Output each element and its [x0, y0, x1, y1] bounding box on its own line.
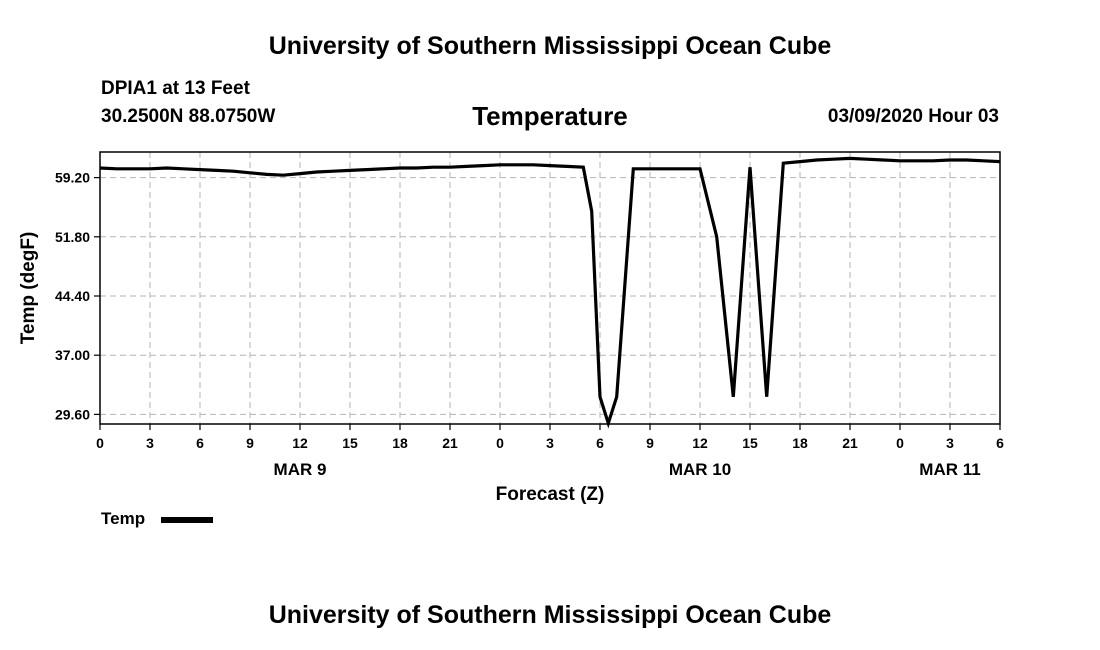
y-tick-label: 29.60: [55, 406, 90, 422]
x-date-label: MAR 9: [274, 460, 327, 479]
header-title-bottom: University of Southern Mississippi Ocean…: [268, 601, 832, 629]
x-axis-ticks: 0 3 6 9 12 15 18 21 0 3 6 9 12 15 18 21 0 3 6: [96, 424, 1004, 451]
x-tick-label: 15: [342, 435, 358, 451]
x-tick-label: 3: [146, 435, 154, 451]
x-tick-label: 6: [596, 435, 604, 451]
legend-label: Temp: [101, 509, 146, 528]
y-tick-label: 59.20: [55, 170, 90, 186]
y-tick-label: 44.40: [55, 288, 90, 304]
y-tick-label: 37.00: [55, 347, 90, 363]
x-date-label: MAR 11: [919, 460, 980, 479]
station-coords: 30.2500N 88.0750W: [101, 106, 276, 127]
y-axis-ticks: 29.60 37.00 44.40 51.80 59.20: [55, 170, 100, 422]
y-tick-label: 51.80: [55, 229, 90, 245]
station-name: DPIA1 at 13 Feet: [101, 78, 250, 99]
x-tick-label: 6: [996, 435, 1004, 451]
x-tick-label: 15: [742, 435, 758, 451]
grid-lines: [100, 152, 1000, 424]
x-tick-label: 21: [842, 435, 858, 451]
x-tick-label: 21: [442, 435, 458, 451]
x-tick-label: 0: [896, 435, 904, 451]
x-tick-label: 12: [692, 435, 708, 451]
forecast-date-label: 03/09/2020 Hour 03: [827, 106, 999, 127]
x-tick-label: 3: [946, 435, 954, 451]
x-axis-date-labels: MAR 9 MAR 10 MAR 11: [274, 460, 981, 479]
series-line-temp: [99, 156, 1001, 429]
chart-title: Temperature: [472, 101, 628, 131]
x-tick-label: 18: [792, 435, 808, 451]
x-tick-label: 18: [392, 435, 408, 451]
x-axis-label: Forecast (Z): [496, 484, 605, 505]
header-title-top: University of Southern Mississippi Ocean…: [268, 32, 832, 60]
series-group: [99, 156, 1001, 429]
legend-swatch: [161, 517, 213, 523]
x-tick-label: 0: [96, 435, 104, 451]
x-tick-label: 0: [496, 435, 504, 451]
x-tick-label: 9: [646, 435, 654, 451]
y-axis-label: Temp (degF): [18, 232, 39, 345]
x-date-label: MAR 10: [669, 460, 731, 479]
x-tick-label: 9: [246, 435, 254, 451]
x-tick-label: 12: [292, 435, 308, 451]
x-tick-label: 6: [196, 435, 204, 451]
x-tick-label: 3: [546, 435, 554, 451]
